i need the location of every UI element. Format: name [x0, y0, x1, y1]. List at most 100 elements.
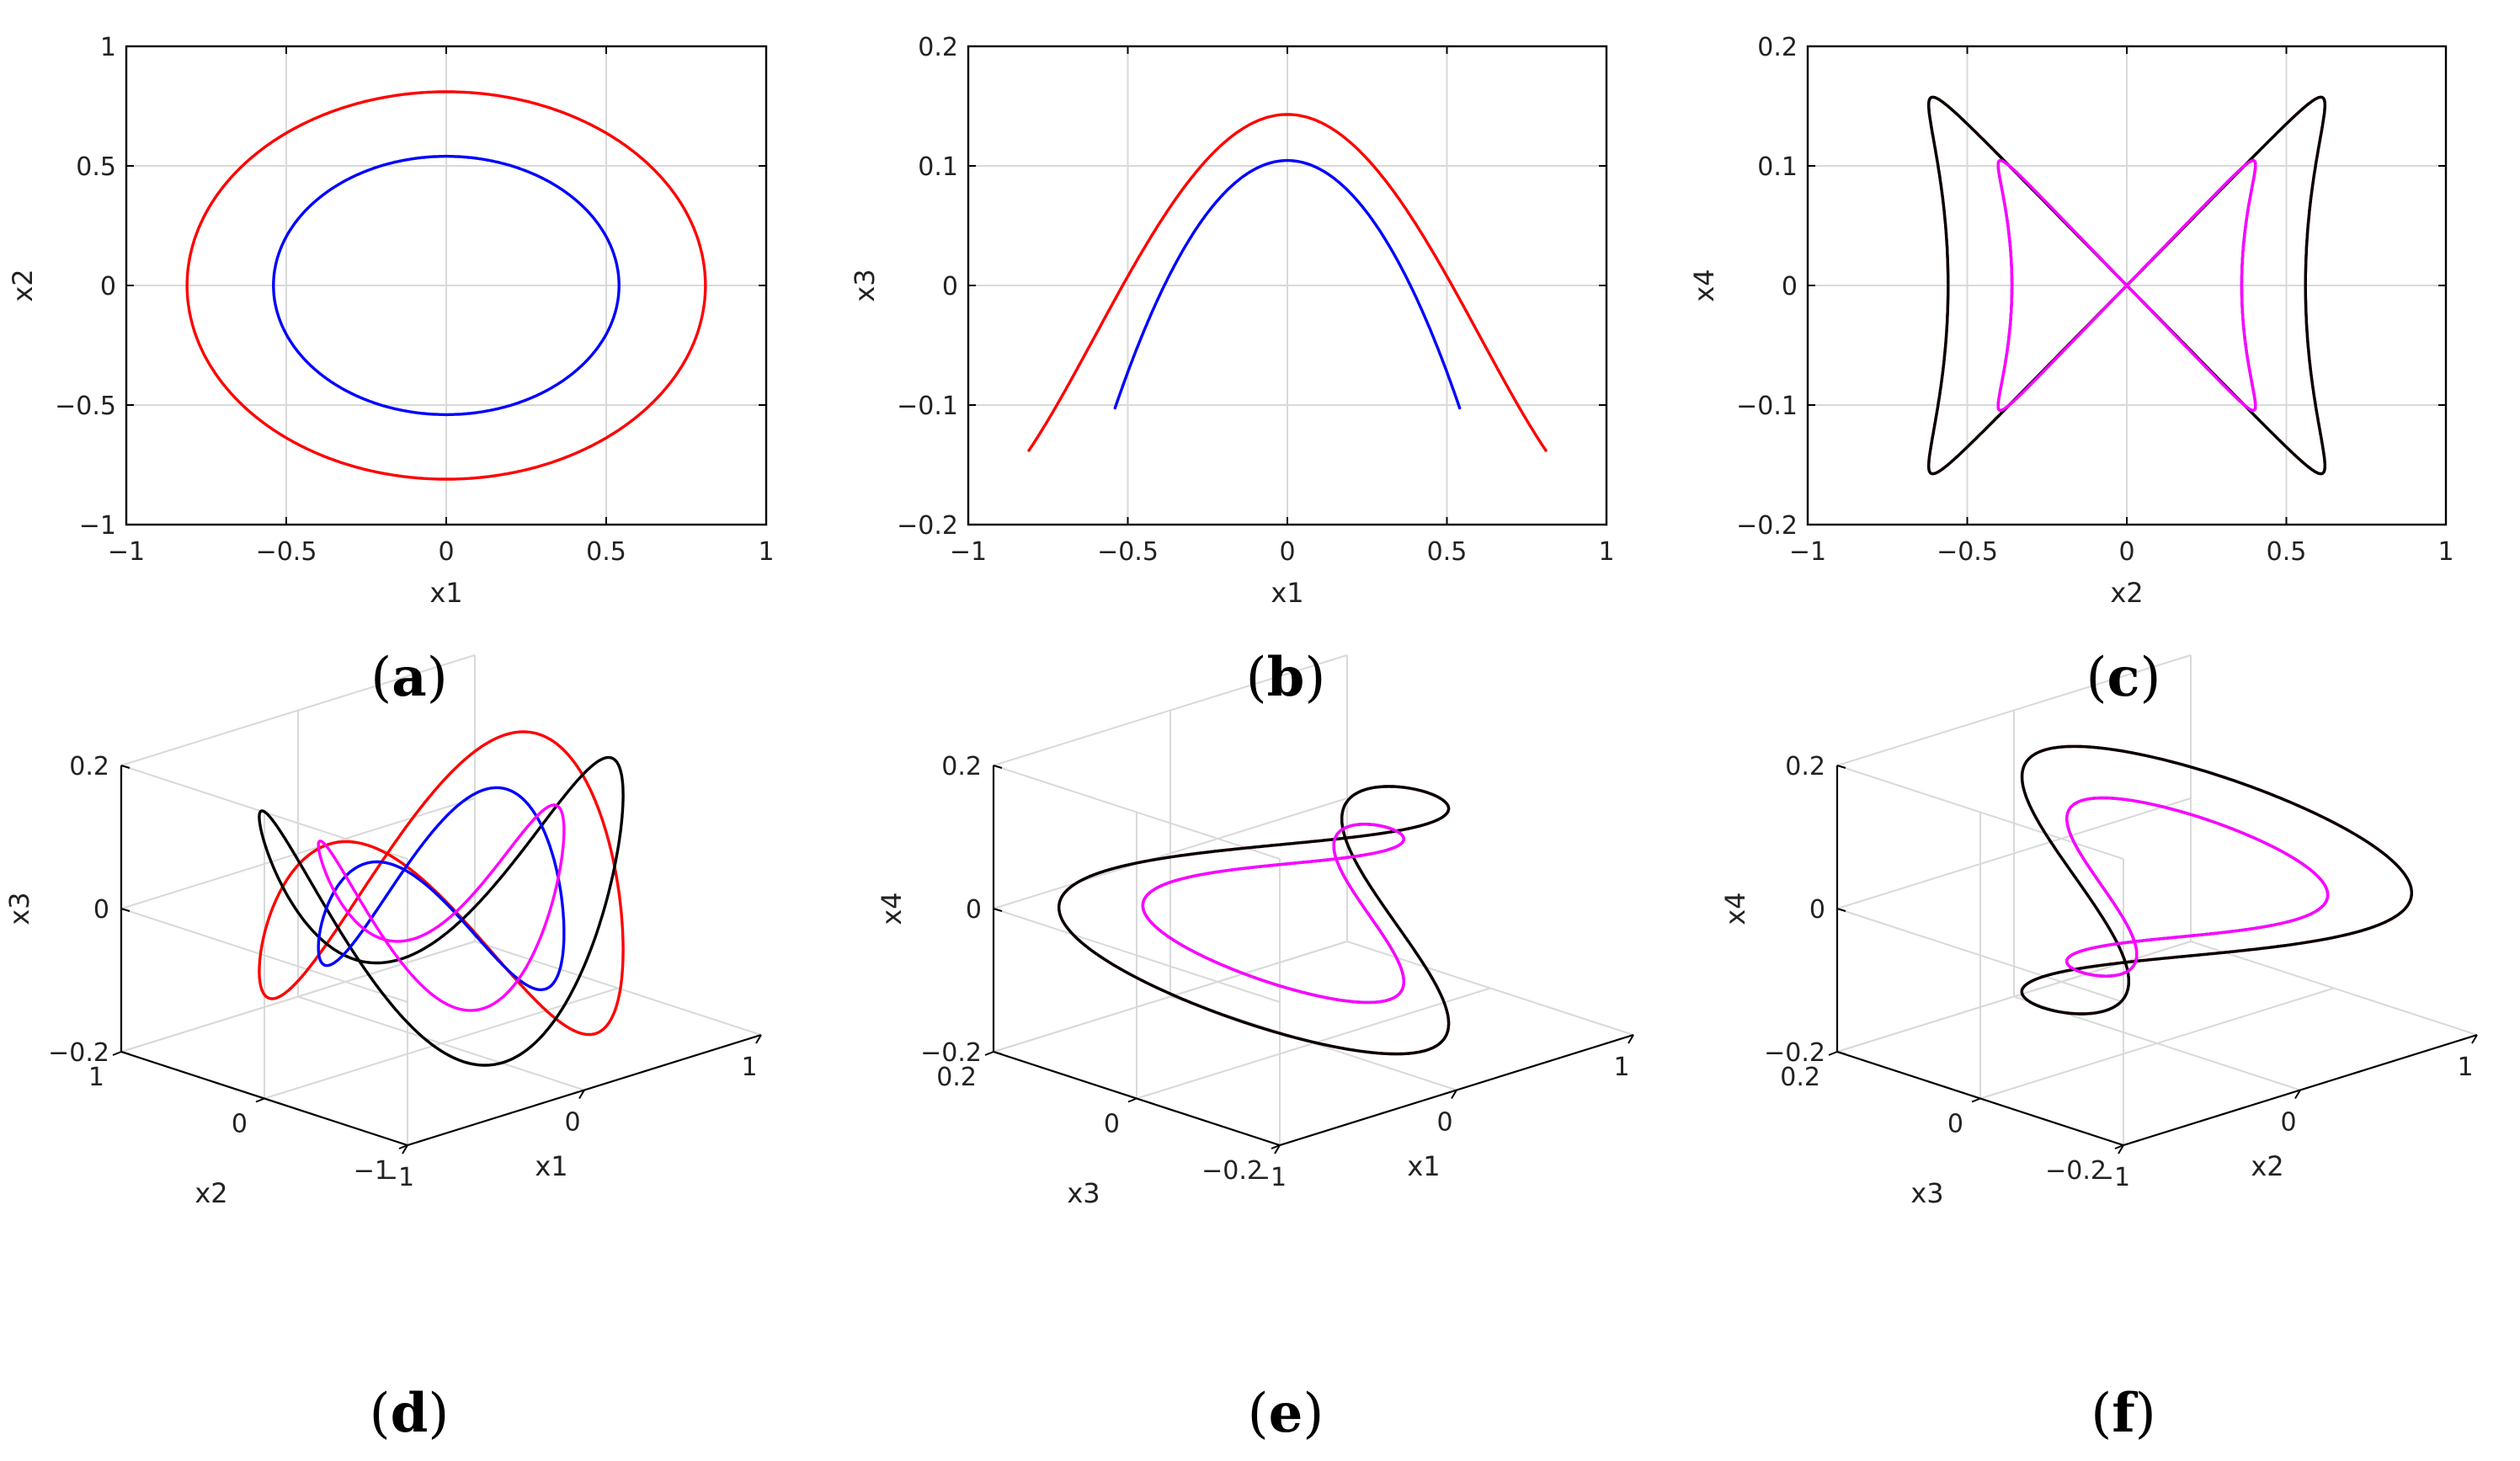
- y-axis-label: x3: [1067, 1177, 1100, 1209]
- y-tick-mark: [1127, 1097, 1137, 1103]
- y-tick-label: 0: [1782, 272, 1798, 301]
- floor-gridline: [993, 941, 1348, 1053]
- x-axis-label: x1: [429, 577, 462, 609]
- panel-c: −1 −0.5 0 0.5 1 −0.2 −0.1 0 0.1 0.2 x2 x4: [1688, 33, 2454, 609]
- floor-gridline: [2190, 941, 2478, 1036]
- y-tick-mark: [398, 1144, 408, 1149]
- caption-f: (f): [2091, 1382, 2155, 1445]
- y-axis-label: x2: [7, 269, 39, 301]
- y-tick-label: −0.2: [1201, 1156, 1263, 1186]
- y-tick-mark: [1271, 1144, 1281, 1149]
- x-tick-label: 0: [1279, 537, 1295, 567]
- wall-gridline: [993, 654, 1348, 766]
- z-tick-mark: [1836, 908, 1846, 912]
- y-tick-label: −0.5: [55, 392, 116, 421]
- x-axis-label: x1: [1407, 1150, 1440, 1182]
- x-tick-label: −0.5: [1097, 537, 1159, 567]
- x-tick-label: −1: [1789, 537, 1826, 567]
- y-tick-label: 0.2: [918, 33, 958, 62]
- z-axis-label: x4: [876, 892, 908, 925]
- panel-a: −1 −0.5 0 0.5 1 −1 −0.5 0 0.5 1 x1 x2: [7, 33, 775, 609]
- z-tick-label: 0.2: [69, 752, 109, 781]
- y-tick-label: 1: [88, 1063, 104, 1092]
- x-axis-label: x2: [2251, 1150, 2283, 1182]
- z-tick-mark: [1836, 765, 1846, 769]
- caption-e: (e): [1248, 1382, 1324, 1445]
- z-tick-mark: [993, 908, 1003, 912]
- series-orbit-magenta: [2065, 796, 2330, 978]
- series-orbit-blue: [317, 786, 566, 991]
- series-orbit-magenta: [1996, 158, 2257, 413]
- x-tick-label: −1: [2093, 1163, 2130, 1192]
- floor-gridline: [120, 941, 476, 1053]
- wall-gridline: [1836, 654, 2192, 766]
- z-tick-mark: [120, 765, 131, 769]
- z-axis-label: x4: [1719, 892, 1751, 925]
- x-tick-label: 0: [2280, 1108, 2296, 1138]
- wall-gridline: [120, 654, 476, 766]
- y-tick-label: −1: [79, 511, 116, 541]
- x-tick-mark: [2471, 1034, 2478, 1044]
- series-orbit-magenta: [317, 803, 566, 1012]
- x-tick-label: −0.5: [256, 537, 317, 567]
- y-tick-label: 0: [232, 1110, 248, 1139]
- series-orbit-black: [258, 755, 625, 1067]
- series-orbit-black: [1058, 785, 1451, 1056]
- x-tick-label: 1: [2437, 537, 2453, 567]
- wall-gridline: [993, 765, 1281, 860]
- x-tick-label: 1: [2457, 1053, 2473, 1082]
- series-orbit-red: [185, 90, 707, 481]
- x-tick-label: 1: [1598, 537, 1614, 567]
- wall-gridline: [1836, 797, 2192, 909]
- z-tick-label: 0.2: [1785, 752, 1825, 781]
- x-tick-mark: [1628, 1034, 1634, 1044]
- x-tick-label: 0.5: [2267, 537, 2307, 567]
- caption-a: (a): [370, 646, 447, 709]
- y-tick-label: 0.1: [1757, 152, 1798, 182]
- caption-c: (c): [2086, 646, 2161, 709]
- y-tick-label: 0.2: [936, 1063, 977, 1092]
- z-axis-label: x3: [3, 892, 35, 925]
- floor-gridline: [1979, 987, 2335, 1100]
- x-tick-mark: [578, 1089, 585, 1100]
- series-orbit-black: [2020, 744, 2413, 1016]
- y-tick-label: 0: [100, 272, 116, 301]
- caption-d: (d): [370, 1382, 450, 1445]
- z-tick-mark: [120, 908, 131, 912]
- floor-gridline: [1836, 941, 2192, 1053]
- z-tick-label: 0: [1809, 895, 1825, 925]
- y-tick-label: 1: [100, 33, 116, 62]
- x-tick-label: −1: [950, 537, 987, 567]
- wall-gridline: [1836, 908, 2124, 1003]
- z-tick-mark: [993, 1051, 1003, 1055]
- y-tick-label: 0: [942, 272, 958, 301]
- panel-b: −1 −0.5 0 0.5 1 −0.2 −0.1 0 0.1 0.2 x1 x3: [849, 33, 1615, 609]
- y-tick-mark: [2114, 1144, 2124, 1149]
- y-tick-label: 0: [1947, 1110, 1963, 1139]
- y-axis-label: x3: [849, 269, 881, 301]
- z-tick-mark: [1836, 1051, 1846, 1055]
- y-tick-label: 0.2: [1780, 1063, 1820, 1092]
- x-tick-label: −1: [108, 537, 145, 567]
- y-tick-label: −0.2: [2045, 1156, 2107, 1186]
- x-tick-label: 0.5: [1427, 537, 1468, 567]
- y-tick-mark: [112, 1051, 122, 1056]
- series-orbit-blue: [1113, 158, 1462, 410]
- y-tick-mark: [255, 1097, 265, 1103]
- x-tick-label: 0: [438, 537, 454, 567]
- x-axis-label: x1: [535, 1150, 567, 1182]
- y-tick-mark: [1971, 1097, 1981, 1103]
- x-axis-label: x2: [2110, 577, 2143, 609]
- x-tick-mark: [755, 1034, 762, 1044]
- x-tick-label: 0.5: [586, 537, 626, 567]
- floor-gridline: [264, 987, 619, 1100]
- caption-b: (b): [1246, 646, 1326, 709]
- y-tick-label: 0.1: [918, 152, 958, 182]
- wall-gridline: [993, 908, 1281, 1003]
- x-tick-label: 0: [2118, 537, 2134, 567]
- z-tick-mark: [993, 765, 1003, 769]
- captions: (a) (b) (c) (d) (e) (f): [370, 646, 2161, 1445]
